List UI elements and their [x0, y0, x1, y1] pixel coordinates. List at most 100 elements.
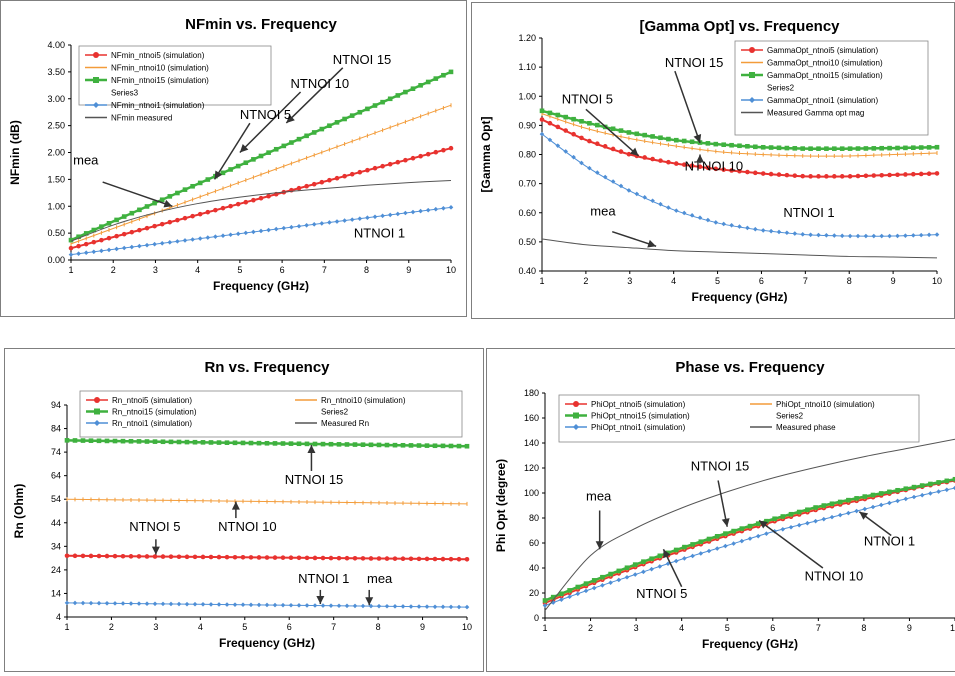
data-point — [192, 439, 198, 445]
data-point — [256, 555, 262, 560]
legend-label: Rn_ntnoi15 (simulation) — [112, 408, 197, 417]
annotation-label: NTNOI 1 — [298, 571, 349, 586]
x-tick-label: 2 — [588, 623, 593, 633]
data-point — [128, 438, 134, 444]
data-point — [583, 588, 589, 594]
y-axis-label: Rn (Ohm) — [12, 484, 26, 539]
data-point — [832, 174, 837, 179]
data-point — [784, 145, 790, 151]
data-point — [805, 520, 810, 526]
legend-label: Rn_ntnoi1 (simulation) — [112, 419, 192, 428]
data-point — [666, 205, 671, 210]
data-point — [384, 556, 390, 561]
data-point — [642, 155, 647, 160]
data-point — [400, 604, 406, 609]
data-point — [745, 225, 750, 231]
data-point — [258, 195, 264, 201]
data-point — [721, 167, 726, 172]
data-point — [232, 554, 238, 560]
y-tick-label: 0 — [534, 613, 539, 623]
data-point — [64, 553, 70, 559]
arrow-head — [629, 147, 639, 156]
data-point — [760, 144, 766, 150]
series-line — [544, 438, 955, 611]
data-point — [418, 208, 423, 214]
data-point — [698, 551, 704, 556]
y-tick-label: 0.80 — [518, 150, 536, 160]
data-point — [258, 153, 264, 159]
data-point — [408, 604, 414, 609]
x-tick-label: 4 — [679, 623, 684, 633]
y-tick-label: 60 — [529, 538, 539, 548]
data-point — [705, 141, 711, 146]
data-point — [365, 167, 370, 173]
data-point — [550, 594, 556, 600]
annotation-arrow — [213, 122, 251, 180]
data-point — [555, 124, 561, 130]
data-point — [658, 158, 663, 163]
data-point — [216, 554, 222, 560]
data-point — [251, 229, 256, 235]
data-point — [208, 602, 214, 607]
data-point — [731, 528, 736, 534]
data-point — [870, 492, 876, 498]
data-point — [288, 441, 294, 446]
data-point — [168, 554, 174, 559]
data-point — [608, 571, 613, 577]
data-point — [539, 117, 545, 122]
data-point — [682, 556, 687, 561]
y-tick-label: 84 — [51, 424, 61, 434]
data-point — [304, 222, 309, 228]
data-point — [395, 211, 401, 217]
data-point — [104, 600, 110, 606]
data-point — [657, 564, 663, 569]
legend-label: Series2 — [776, 412, 804, 421]
data-point — [168, 439, 174, 445]
data-point — [112, 438, 118, 444]
data-point — [328, 603, 334, 608]
data-point — [228, 232, 233, 238]
data-point — [432, 443, 438, 449]
y-tick-label: 3.00 — [47, 94, 65, 104]
legend-label: PhiOpt_ntnoi10 (simulation) — [776, 400, 875, 409]
x-tick-label: 6 — [287, 622, 292, 632]
data-point — [160, 601, 166, 607]
data-point — [837, 512, 843, 518]
data-point — [304, 441, 310, 447]
data-point — [926, 145, 932, 150]
data-point — [737, 143, 742, 149]
data-point — [296, 223, 302, 229]
y-tick-label: 4.00 — [47, 40, 65, 50]
data-point — [681, 162, 687, 167]
data-point — [88, 553, 94, 559]
data-point — [776, 145, 782, 151]
annotation-arrow — [239, 91, 302, 154]
data-point — [878, 502, 884, 508]
data-point — [768, 145, 774, 150]
data-point — [272, 555, 278, 560]
data-point — [591, 578, 597, 583]
data-point — [360, 556, 366, 561]
data-point — [934, 232, 940, 237]
data-point — [344, 555, 350, 561]
data-point — [547, 120, 553, 126]
data-point — [182, 187, 188, 192]
data-point — [220, 233, 226, 239]
x-tick-label: 1 — [64, 622, 69, 632]
data-point — [616, 568, 622, 574]
data-point — [714, 546, 720, 551]
data-point — [273, 226, 279, 232]
data-point — [792, 231, 798, 236]
data-point — [747, 536, 753, 541]
data-point — [248, 555, 254, 560]
data-point — [776, 229, 782, 235]
data-point — [387, 161, 393, 167]
y-tick-label: 20 — [529, 588, 539, 598]
data-point — [862, 494, 868, 499]
data-point — [289, 224, 294, 230]
data-point — [595, 122, 600, 128]
data-point — [729, 168, 734, 173]
data-point — [175, 217, 180, 223]
data-point — [360, 603, 366, 609]
data-point — [847, 146, 853, 151]
